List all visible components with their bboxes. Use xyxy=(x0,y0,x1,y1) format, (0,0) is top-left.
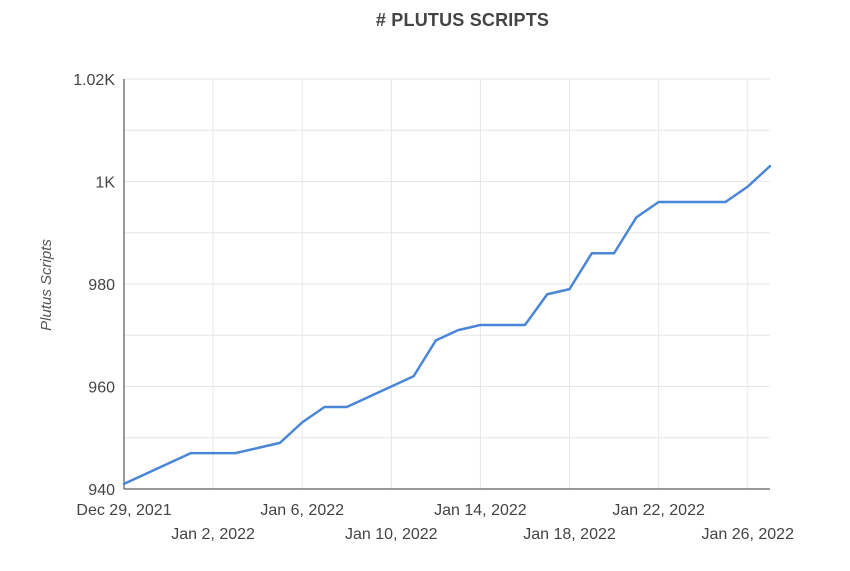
data-point xyxy=(611,250,617,256)
data-point xyxy=(678,199,684,205)
grid xyxy=(124,78,770,490)
data-point xyxy=(500,322,506,328)
x-tick-label: Jan 10, 2022 xyxy=(345,526,438,543)
data-point xyxy=(411,373,417,379)
data-point xyxy=(633,214,639,220)
y-tick-label: 1.02K xyxy=(73,72,115,89)
chart-title: # PLUTUS SCRIPTS xyxy=(375,10,550,30)
data-point xyxy=(722,199,728,205)
data-point xyxy=(567,286,573,292)
data-point xyxy=(188,450,194,456)
x-tick-label: Jan 26, 2022 xyxy=(701,526,794,543)
x-tick-label: Jan 18, 2022 xyxy=(523,526,616,543)
data-point xyxy=(544,291,550,297)
data-point xyxy=(255,445,261,451)
series-layer xyxy=(121,163,773,487)
series-line xyxy=(122,164,772,486)
data-point xyxy=(477,322,483,328)
data-point xyxy=(455,327,461,333)
data-point xyxy=(321,404,327,410)
data-point xyxy=(589,250,595,256)
x-tick-label: Dec 29, 2021 xyxy=(76,502,171,519)
data-point xyxy=(277,440,283,446)
y-tick-label: 980 xyxy=(88,277,115,294)
data-point xyxy=(299,419,305,425)
x-tick-label: Jan 2, 2022 xyxy=(171,526,255,543)
data-point xyxy=(388,384,394,390)
y-axis-title: Plutus Scripts xyxy=(38,239,55,331)
data-point xyxy=(210,450,216,456)
y-tick-label: 940 xyxy=(88,482,115,499)
data-point xyxy=(767,163,773,169)
axes xyxy=(123,79,770,490)
data-point xyxy=(121,481,127,487)
data-point xyxy=(433,337,439,343)
y-tick-label: 960 xyxy=(88,380,115,397)
data-point xyxy=(700,199,706,205)
data-point xyxy=(366,394,372,400)
x-tick-label: Jan 22, 2022 xyxy=(612,502,705,519)
data-point xyxy=(656,199,662,205)
data-point xyxy=(344,404,350,410)
x-tick-label: Jan 6, 2022 xyxy=(260,502,344,519)
data-point xyxy=(745,184,751,190)
y-tick-label: 1K xyxy=(95,175,115,192)
data-point xyxy=(232,450,238,456)
data-point xyxy=(522,322,528,328)
x-tick-label: Jan 14, 2022 xyxy=(434,502,527,519)
